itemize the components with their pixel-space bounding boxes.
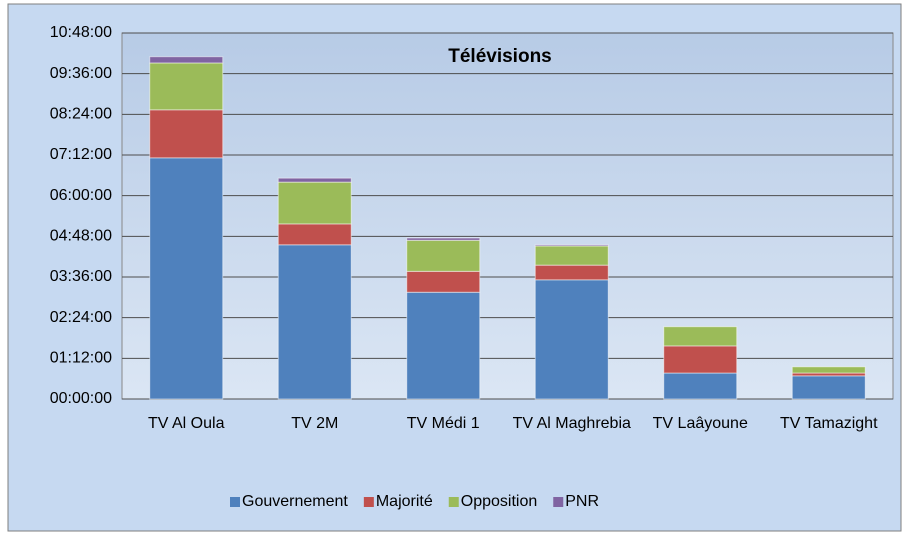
y-tick-label: 06:00:00 [50,187,112,204]
y-tick-label: 02:24:00 [50,309,112,326]
x-tick-label: TV Al Maghrebia [512,415,631,432]
bar-segment [406,291,481,400]
bar-segment [277,177,352,183]
bar-segment [534,244,609,247]
x-tick-label: TV Al Oula [148,415,225,432]
bar-segment [663,345,738,374]
bar-segment [663,326,738,347]
y-tick-label: 01:12:00 [50,350,112,367]
legend-label: PNR [565,493,599,510]
bar-segment [534,245,609,266]
x-tick-label: TV Médi 1 [406,415,480,432]
legend-label: Majorité [376,493,433,510]
y-tick-label: 04:48:00 [50,228,112,245]
x-tick-label: TV Laâyoune [652,415,748,432]
legend-swatch [448,497,459,507]
bar-segment [277,244,352,400]
legend-swatch [553,497,564,507]
bar-segment [149,62,224,111]
bar-segment [406,237,481,241]
plot-area [121,32,894,400]
y-tick-label: 00:00:00 [50,390,112,407]
y-tick-label: 03:36:00 [50,268,112,285]
y-tick-label: 09:36:00 [50,65,112,82]
legend-swatch [363,497,374,507]
legend-label: Opposition [461,493,538,510]
x-tick-label: TV 2M [291,415,339,432]
bar-segment [791,366,866,374]
legend-label: Gouvernement [242,493,348,510]
legend-swatch [230,497,240,507]
bar-segment [663,372,738,400]
bar-segment [149,157,224,400]
bar-segment [534,279,609,400]
x-tick-label: TV Tamazight [779,415,878,432]
bar-segment [149,56,224,64]
bar-segment [149,109,224,159]
y-tick-label: 10:48:00 [50,24,112,41]
bar-segment [406,270,481,293]
bar-segment [277,223,352,246]
chart-title: Télévisions [448,46,552,67]
y-tick-label: 07:12:00 [50,146,112,163]
bar-segment [277,181,352,225]
y-tick-label: 08:24:00 [50,106,112,123]
bar-segment [791,375,866,400]
bar-segment [534,264,609,281]
bar-segment [406,239,481,272]
